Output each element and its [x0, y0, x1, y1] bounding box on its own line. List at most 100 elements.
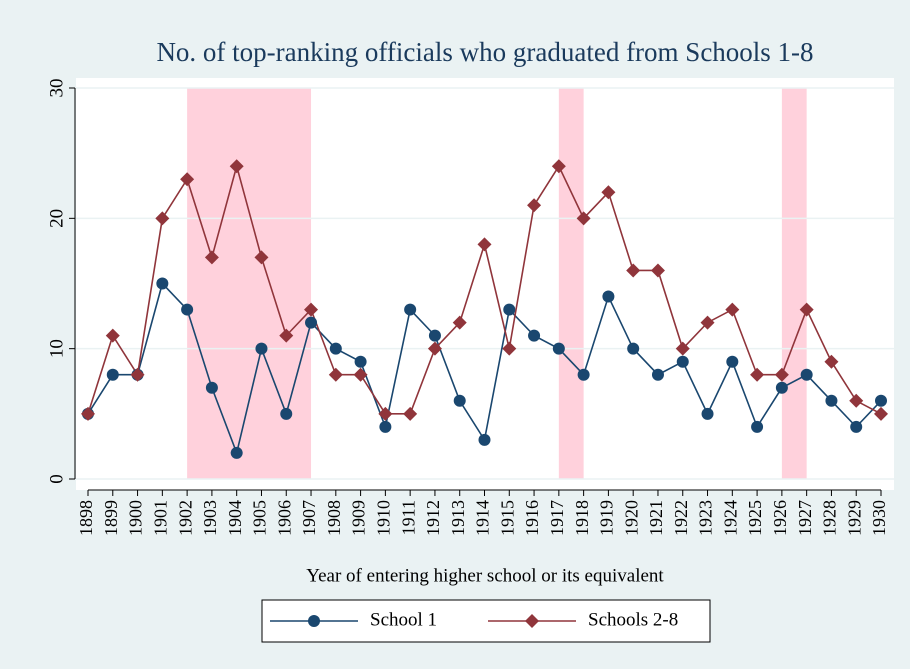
data-point — [824, 354, 839, 369]
data-point — [701, 407, 714, 420]
data-point — [205, 381, 218, 394]
data-point — [230, 446, 243, 459]
x-tick-label: 1919 — [597, 500, 617, 536]
data-point — [849, 393, 864, 408]
data-point — [774, 367, 789, 382]
data-point — [106, 368, 119, 381]
x-tick-label: 1905 — [250, 500, 270, 536]
data-point — [528, 329, 541, 342]
data-point — [875, 394, 887, 407]
x-tick-label: 1927 — [795, 500, 815, 536]
x-tick-label: 1912 — [423, 500, 443, 536]
data-point — [204, 250, 219, 265]
data-point — [751, 420, 764, 433]
data-point — [181, 303, 194, 316]
y-tick-label: 30 — [46, 79, 67, 98]
data-point — [577, 368, 590, 381]
x-tick-label: 1911 — [398, 500, 418, 535]
data-point — [354, 355, 367, 368]
x-tick-label: 1921 — [646, 500, 666, 536]
y-tick-label: 10 — [46, 339, 67, 358]
data-point — [378, 406, 393, 421]
x-tick-label: 1924 — [720, 500, 740, 536]
data-point — [255, 342, 268, 355]
x-tick-label: 1928 — [820, 500, 840, 536]
y-tick-label: 20 — [46, 209, 67, 228]
x-tick-label: 1907 — [299, 500, 319, 536]
x-tick-label: 1917 — [547, 500, 567, 536]
data-point — [602, 290, 615, 303]
data-point — [874, 406, 888, 421]
data-point — [502, 341, 517, 356]
data-point — [180, 172, 195, 187]
data-point — [750, 367, 765, 382]
data-point — [81, 406, 95, 421]
data-point — [551, 159, 566, 174]
data-point — [254, 250, 269, 265]
x-tick-label: 1906 — [274, 500, 294, 536]
data-point — [850, 420, 863, 433]
data-point — [379, 420, 392, 433]
data-point — [305, 316, 318, 329]
data-point — [675, 341, 690, 356]
x-tick-label: 1900 — [126, 500, 146, 536]
x-tick-label: 1899 — [101, 500, 121, 536]
legend-label: School 1 — [370, 609, 437, 630]
x-tick-label: 1902 — [175, 500, 195, 536]
x-tick-label: 1913 — [448, 500, 468, 536]
data-point — [428, 329, 441, 342]
data-point — [552, 342, 565, 355]
x-tick-label: 1930 — [869, 500, 889, 536]
y-tick-label: 0 — [46, 474, 67, 484]
data-point — [825, 394, 838, 407]
x-tick-label: 1923 — [696, 500, 716, 536]
chart-title: No. of top-ranking officials who graduat… — [156, 37, 813, 67]
x-tick-label: 1916 — [522, 500, 542, 536]
x-tick-label: 1898 — [76, 500, 96, 536]
shaded-range — [187, 88, 312, 479]
x-tick-label: 1915 — [497, 500, 517, 536]
x-tick-label: 1908 — [324, 500, 344, 536]
x-axis-title: Year of entering higher school or its eq… — [306, 565, 664, 586]
data-point — [304, 302, 319, 317]
data-point — [353, 367, 368, 382]
data-point — [527, 198, 542, 213]
data-point — [130, 367, 145, 382]
data-point — [477, 237, 492, 252]
x-tick-label: 1914 — [473, 500, 493, 536]
x-tick-label: 1903 — [200, 500, 220, 536]
data-point — [155, 211, 170, 226]
data-point — [800, 368, 813, 381]
x-tick-label: 1920 — [621, 500, 641, 536]
shaded-range — [781, 88, 807, 479]
data-point — [156, 277, 169, 290]
data-point — [627, 342, 640, 355]
data-point — [404, 303, 417, 316]
data-point — [280, 407, 293, 420]
data-point — [676, 355, 689, 368]
data-point — [799, 302, 814, 317]
data-point — [726, 355, 739, 368]
legend-marker — [525, 614, 539, 628]
x-tick-label: 1918 — [572, 500, 592, 536]
data-point — [105, 328, 120, 343]
data-point — [775, 381, 788, 394]
data-point — [626, 263, 641, 278]
data-point — [725, 302, 740, 317]
data-point — [478, 433, 491, 446]
x-tick-label: 1925 — [745, 500, 765, 536]
x-tick-label: 1929 — [844, 500, 864, 536]
data-point — [452, 315, 467, 330]
x-tick-label: 1926 — [770, 500, 790, 536]
data-point — [651, 368, 664, 381]
data-point — [503, 303, 516, 316]
x-tick-label: 1922 — [671, 500, 691, 536]
data-point — [453, 394, 466, 407]
data-point — [576, 211, 591, 226]
data-point — [427, 341, 442, 356]
x-tick-label: 1909 — [349, 500, 369, 536]
data-point — [279, 328, 294, 343]
legend-marker — [308, 615, 320, 627]
data-point — [700, 315, 715, 330]
